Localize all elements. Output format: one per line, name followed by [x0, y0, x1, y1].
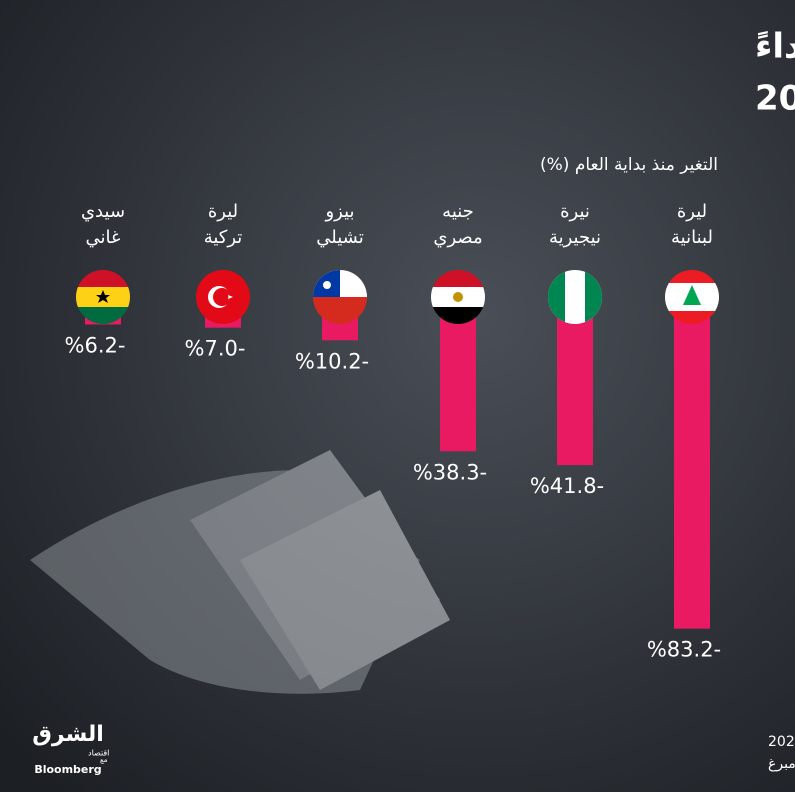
- category-line: نيرة: [560, 201, 590, 222]
- category-line: بيزو: [324, 201, 354, 222]
- bar: [440, 300, 476, 452]
- category-line: تركية: [204, 227, 243, 248]
- category-label: جنيه مصري: [433, 201, 482, 248]
- category-label: ليرة تركية: [204, 201, 243, 248]
- value-label: %10.2-: [295, 349, 369, 373]
- category-line: تشيلي: [316, 227, 363, 248]
- category-line: نيجيرية: [549, 227, 601, 248]
- value-label: %38.3-: [413, 460, 487, 484]
- category-line: مصري: [433, 227, 482, 248]
- chart-title: الجنيه المصري ثالث أسوأ عملة أداءً: [755, 24, 795, 67]
- flag-egypt: [431, 270, 485, 324]
- logo-name: الشرق: [32, 722, 104, 747]
- logo-with: مع: [100, 756, 108, 764]
- bar: [674, 300, 710, 629]
- category-line: غاني: [86, 227, 121, 248]
- category-line: لبنانية: [671, 227, 713, 248]
- flag-turkey: [196, 270, 250, 324]
- logo-partner: Bloomberg: [34, 763, 101, 776]
- bar: [557, 300, 593, 466]
- category-label: بيزو تشيلي: [316, 201, 363, 248]
- flag-ghana: [76, 270, 130, 324]
- money-hands: [30, 450, 450, 694]
- axis-label: التغير منذ بداية العام (%): [540, 155, 718, 175]
- logo: الشرق اقتصاد مع Bloomberg: [32, 722, 109, 776]
- category-label: نيرة نيجيرية: [549, 201, 601, 248]
- flag-nigeria: [548, 270, 602, 324]
- flag-lebanon: [665, 270, 719, 324]
- value-label: %83.2-: [647, 638, 721, 662]
- category-line: ليرة: [208, 201, 238, 222]
- category-line: جنيه: [442, 201, 474, 222]
- value-label: %41.8-: [530, 474, 604, 498]
- category-label: ليرة لبنانية: [671, 201, 713, 248]
- value-label: %7.0-: [185, 337, 246, 361]
- category-line: ليرة: [677, 201, 707, 222]
- value-label: %6.2-: [65, 333, 126, 357]
- note: ملاحظة: البيانات حتى منتصف يوم 6 مارس 20…: [768, 734, 795, 750]
- source: المصدر: بيانات بلومبرغ: [768, 756, 795, 772]
- logo-tagline: اقتصاد: [88, 749, 109, 758]
- category-label: سيدي غاني: [81, 201, 125, 248]
- category-line: سيدي: [81, 201, 125, 222]
- chart-subtitle: أمام الدولار منذ بداية 2024: [755, 76, 795, 119]
